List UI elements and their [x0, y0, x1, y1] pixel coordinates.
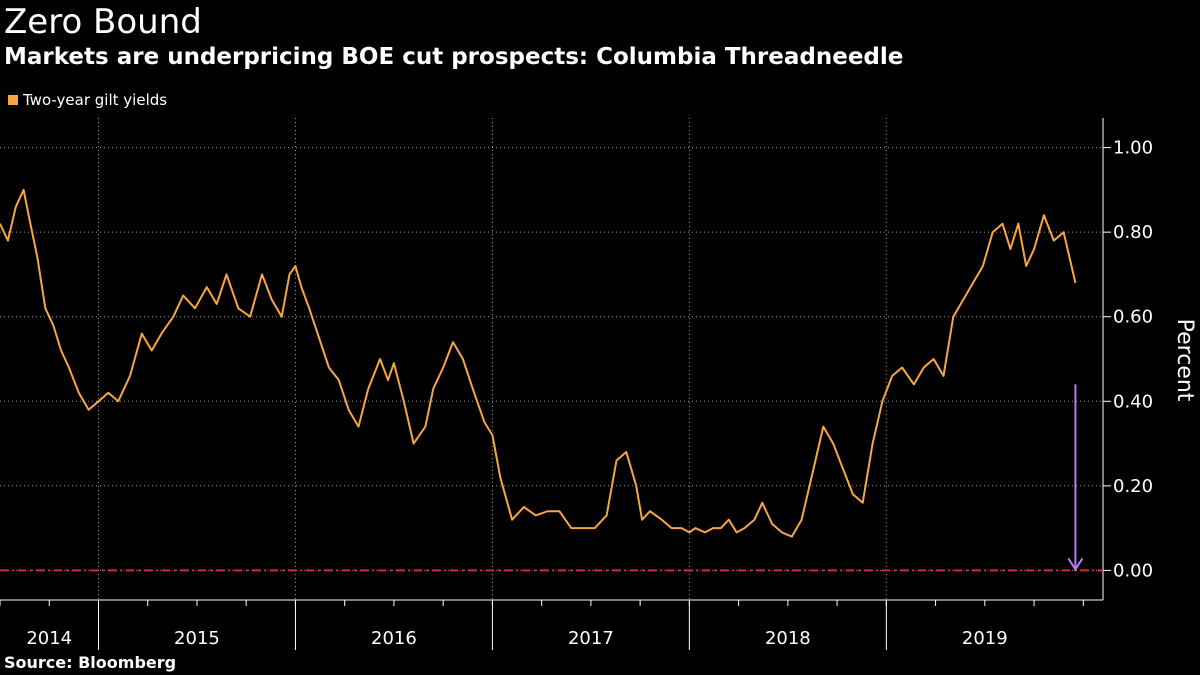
- series-line-two-year-gilt-yields: [0, 188, 1077, 538]
- legend: Two-year gilt yields: [8, 91, 167, 109]
- chart-subtitle: Markets are underpricing BOE cut prospec…: [4, 44, 904, 70]
- x-tick-label: 2015: [174, 628, 220, 649]
- source-note: Source: Bloomberg: [4, 653, 177, 672]
- y-tick-label: 0.80: [1113, 222, 1153, 243]
- axes: 0.00 0.20 0.40 0.60 0.80 1.00 2014 2015 2016 2017…: [0, 118, 1153, 650]
- series-layer: [0, 188, 1077, 538]
- y-tick-label: 0.20: [1113, 476, 1153, 497]
- grid: [0, 118, 1103, 600]
- y-tick-label: 0.60: [1113, 307, 1153, 328]
- legend-label: Two-year gilt yields: [23, 91, 168, 109]
- annotations: [1067, 384, 1084, 572]
- x-tick-label: 2019: [962, 628, 1008, 649]
- y-tick-label: 0.00: [1113, 560, 1153, 581]
- x-tick-label: 2016: [371, 628, 417, 649]
- arrow-head: [1067, 557, 1084, 572]
- y-axis-label: Percent: [1172, 319, 1197, 402]
- x-tick-label: 2017: [568, 628, 614, 649]
- legend-swatch: [8, 95, 18, 105]
- y-tick-label: 0.40: [1113, 391, 1153, 412]
- chart-title: Zero Bound: [4, 2, 202, 42]
- y-tick-label: 1.00: [1113, 138, 1153, 159]
- x-tick-label: 2014: [26, 628, 72, 649]
- x-tick-label: 2018: [765, 628, 811, 649]
